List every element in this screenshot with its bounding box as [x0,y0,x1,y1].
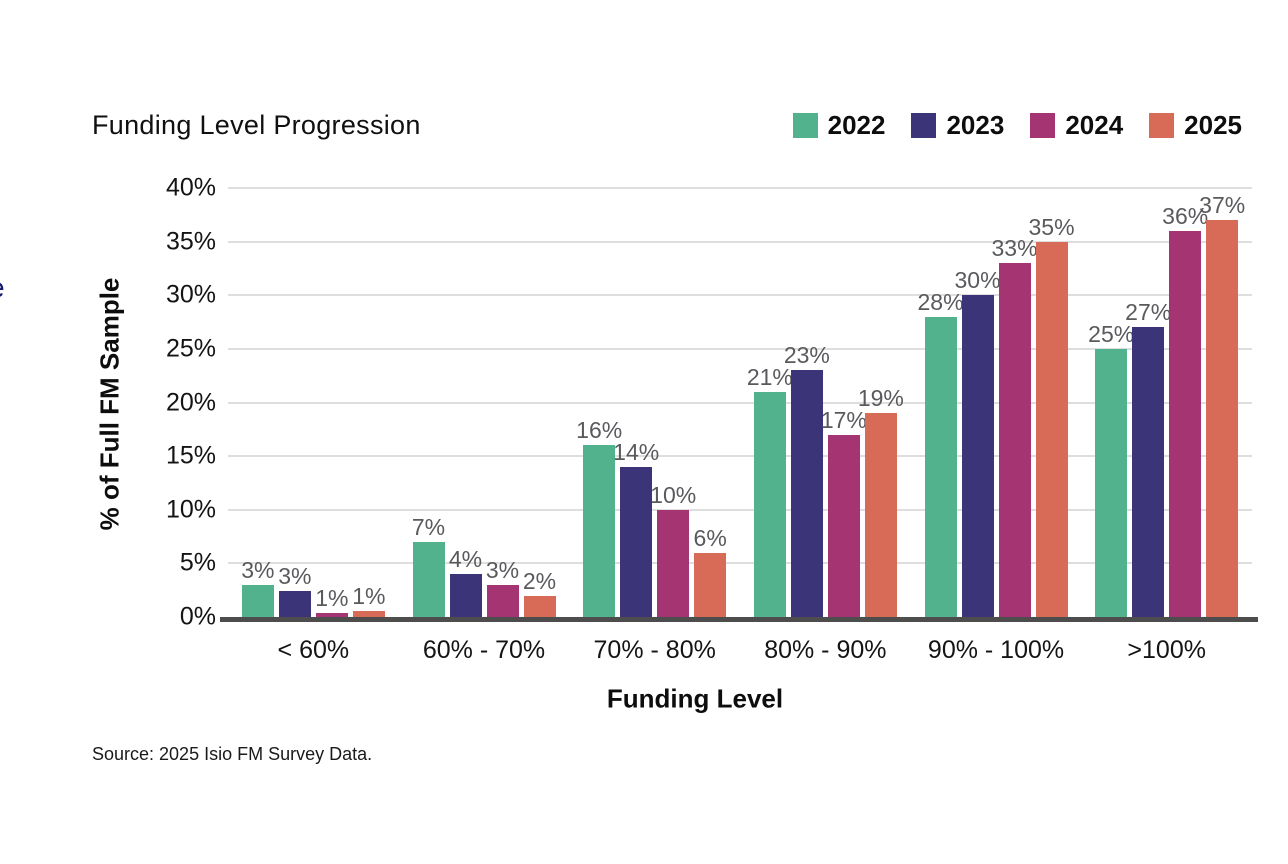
y-tick-label: 20% [165,388,216,416]
bar-value-label: 3% [485,556,520,583]
bar-2024: 33% [991,235,1038,617]
legend-item-2022: 2022 [792,110,886,141]
y-tick-label: 40% [165,173,216,202]
x-category-label: < 60% [277,636,350,664]
bar-value-label: 27% [1125,299,1172,326]
gridline [228,401,1252,404]
bar-value-label: 28% [917,288,964,315]
y-axis-title: % of Full FM Sample [94,277,125,531]
bar-value-label: 4% [448,546,483,573]
bar-value-label: 25% [1088,320,1135,347]
bar-group: 3% 3% 1% 1% < 60% [228,188,399,664]
bar-value-label: 1% [352,582,386,609]
y-tick-label: 15% [165,441,216,470]
bar-value-label: 3% [278,563,312,590]
edge-artifact-text: e [0,272,5,304]
y-tick-label: 5% [179,548,216,577]
bar-2022: 7% [412,514,445,617]
y-tick-label: 30% [165,280,216,309]
bar-2023: 4% [449,546,482,617]
y-tick-label: 0% [179,602,216,631]
bar-2022: 3% [241,557,274,617]
bar-2024: 1% [315,585,348,617]
bar-2025: 37% [1199,192,1245,617]
plot-area: 40% 35% 30% 25% 20% 15% 10% 5% 0% 3% 3% 1% 1% < 60% 7%… [166,174,1258,664]
bar-group: 25% 27% 36% 37% >100% [1081,188,1252,664]
bar-2025: 1% [352,583,385,617]
legend-item-2024: 2024 [1030,110,1123,141]
bar-value-label: 36% [1162,202,1209,229]
chart-legend: 2022 2023 2024 2025 [792,110,1242,141]
gridline [228,347,1252,350]
x-category-label: 80% - 90% [764,636,887,664]
gridline [228,455,1252,458]
x-axis-title: Funding Level [606,683,784,714]
bar-2025: 35% [1028,214,1075,617]
gridline [228,562,1252,565]
bar-value-label: 1% [315,584,349,611]
legend-label: 2024 [1065,110,1124,140]
chart-title: Funding Level Progression [92,110,421,140]
bar-2023: 27% [1125,299,1171,617]
bar-2024: 3% [486,557,519,617]
bar-group: 7% 4% 3% 2% 60% - 70% [399,188,570,664]
gridline [228,240,1252,243]
legend-swatch-icon [1149,113,1175,138]
legend-swatch-icon [792,113,818,138]
bar-2022: 25% [1088,321,1134,617]
bar-2022: 28% [917,289,964,617]
bar-2022: 21% [747,364,793,617]
bar-value-label: 10% [650,481,697,508]
bar-value-label: 16% [576,417,623,444]
bar-groups: 3% 3% 1% 1% < 60% 7% 4% 3% 2% 60% - 70% 16% 14% 10% 6… [228,188,1252,664]
legend-swatch-icon [1030,113,1056,138]
bar-group: 16% 14% 10% 6% 70% - 80% [569,188,740,664]
x-category-label: 90% - 100% [927,636,1065,664]
bar-2023: 23% [784,342,830,617]
bar-2023: 14% [613,439,659,617]
bar-2023: 3% [278,563,311,617]
bar-group: 28% 30% 33% 35% 90% - 100% [911,188,1082,664]
legend-item-2025: 2025 [1149,110,1242,141]
bar-2024: 17% [821,407,867,617]
bar-value-label: 37% [1199,192,1246,219]
legend-item-2023: 2023 [911,110,1004,141]
bar-group: 21% 23% 17% 19% 80% - 90% [740,188,911,664]
bar-value-label: 3% [241,556,275,583]
x-category-label: >100% [1127,636,1206,664]
bar-2025: 2% [523,568,556,617]
bar-2023: 30% [954,267,1001,617]
bar-value-label: 6% [693,524,727,551]
bar-value-label: 35% [1028,213,1075,240]
bar-value-label: 2% [522,567,557,594]
bar-2022: 16% [576,417,622,617]
y-tick-label: 10% [165,495,216,524]
legend-label: 2023 [946,110,1005,140]
gridline [228,187,1252,189]
bar-value-label: 14% [613,438,660,465]
y-tick-label: 25% [165,334,216,363]
gridline [228,294,1252,297]
bar-value-label: 19% [857,385,904,412]
y-tick-label: 35% [165,227,216,256]
legend-swatch-icon [911,113,937,138]
x-category-label: 70% - 80% [593,636,716,664]
bar-2025: 19% [858,385,904,617]
bar-value-label: 21% [746,363,793,390]
bar-2024: 10% [650,482,696,617]
source-note: Source: 2025 Isio FM Survey Data. [92,744,373,764]
legend-label: 2025 [1184,110,1242,140]
bar-value-label: 23% [783,342,830,369]
bar-value-label: 17% [820,406,867,433]
bar-value-label: 33% [991,235,1038,262]
x-category-label: 60% - 70% [422,636,546,664]
gridline [228,508,1252,511]
legend-label: 2022 [827,110,886,140]
bar-2025: 6% [694,525,727,617]
bar-value-label: 7% [411,513,446,540]
x-axis-line [220,617,1258,622]
bar-value-label: 30% [954,267,1001,294]
bar-2024: 36% [1162,203,1208,617]
